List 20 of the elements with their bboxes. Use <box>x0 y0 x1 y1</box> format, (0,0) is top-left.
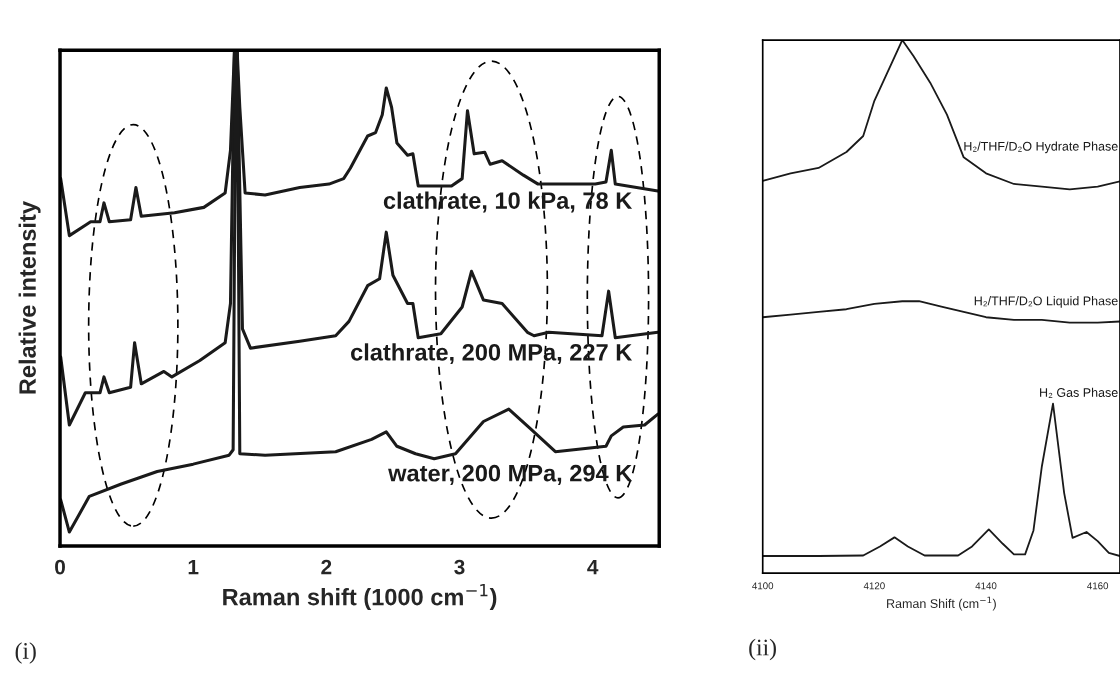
series-label: H₂/THF/D₂O Liquid Phase <box>974 296 1118 308</box>
series-label: H₂ Gas Phase <box>1040 387 1118 398</box>
series-label: clathrate, 10 kPa, 78 K <box>383 191 633 213</box>
series-label: water, 200 MPa, 294 K <box>388 464 633 485</box>
x-tick-label: 4160 <box>1087 582 1109 590</box>
x-tick-label: 4120 <box>863 582 885 590</box>
series-label: H₂/THF/D₂O Hydrate Phase <box>964 141 1118 154</box>
x-axis-title: Raman Shift (cm$^{−1}$) <box>887 596 996 611</box>
series-label: clathrate, 200 MPa, 227 K <box>351 343 633 365</box>
x-tick-label: 2 <box>321 559 332 575</box>
x-tick-label: 4140 <box>975 582 997 590</box>
x-axis-title: Raman shift (1000 cm$^{−1}$) <box>223 584 497 611</box>
y-axis-title: Relative intensity <box>18 201 41 394</box>
x-tick-label: 1 <box>188 559 199 575</box>
x-tick-label: 4 <box>587 559 599 575</box>
text: (ii) <box>749 638 776 661</box>
text: (i) <box>15 642 36 664</box>
x-tick-label: 4100 <box>752 582 774 590</box>
x-tick-label: 0 <box>55 559 65 575</box>
x-tick-label: 3 <box>454 559 465 575</box>
